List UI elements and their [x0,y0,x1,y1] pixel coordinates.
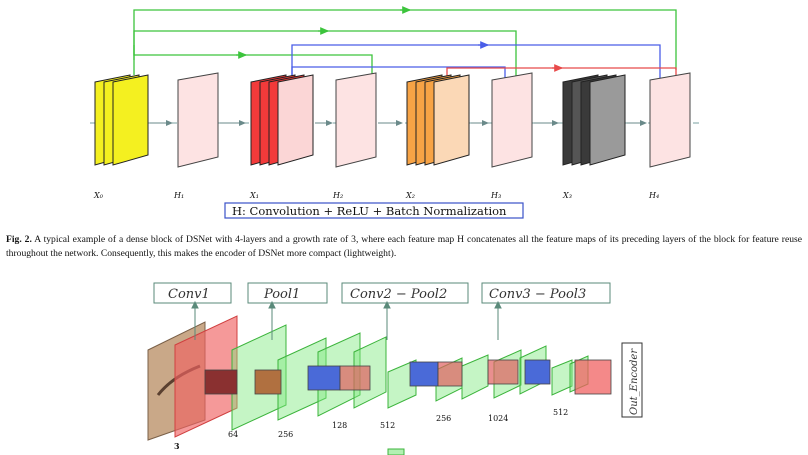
channel-512b: 512 [553,408,568,417]
pool1-box [247,282,328,304]
channel-64: 64 [228,430,238,439]
channel-256a: 256 [278,430,293,439]
label-h3: H₃ [490,191,501,200]
conv2-pool2-box [341,282,469,304]
label-h4: H₄ [648,191,659,200]
label-h2: H₂ [332,191,343,200]
skip-connections-red [446,64,677,95]
next-figure-fragment [387,448,405,455]
conv1-box [153,282,232,304]
feature-map-h3 [491,72,533,168]
caption-text: A typical example of a dense block of DS… [6,234,802,259]
label-x3: X₃ [562,191,572,200]
encoder-feature-bars [204,359,612,395]
conv3-pool3-box [481,282,611,304]
pool1-label: Pool1 [263,287,300,302]
conv1-label: Conv1 [168,287,210,302]
feature-map-h2 [335,72,377,168]
label-x1: X₁ [249,191,259,200]
feature-map-x2 [406,74,470,166]
conv2-pool2-label: Conv2 − Pool2 [350,287,447,302]
feature-map-h1 [177,72,219,168]
channel-256b: 256 [436,414,451,423]
feature-map-h4 [649,72,691,168]
caption-label: Fig. 2. [6,234,32,245]
feature-map-x1 [250,74,314,166]
skip-connections-green [133,6,677,100]
dense-block: X₀ H₁ X₁ H₂ X₂ H₃ X₃ H₄ H: Convolution +… [90,6,700,219]
legend-text: H: Convolution + ReLU + Batch Normalizat… [232,204,507,218]
output-encoder-box [621,342,643,418]
feature-map-x3 [562,74,626,166]
conv3-pool3-label: Conv3 − Pool3 [489,287,586,302]
feature-map-x0 [94,74,149,166]
label-h1: H₁ [173,191,184,200]
label-x2: X₂ [405,191,415,200]
channel-1024: 1024 [488,414,508,423]
channel-3: 3 [174,441,180,451]
channel-128: 128 [332,421,347,430]
encoder-up-arrows [191,300,502,340]
label-x0: X₀ [93,191,104,200]
figure-caption: Fig. 2. A typical example of a dense blo… [6,233,802,261]
output-encoder-label: Out_Encoder [629,348,640,415]
encoder-diagram: Out_Encoder Conv1 Pool1 Conv2 − Pool2 Co… [147,282,643,455]
channel-512a: 512 [380,421,395,430]
legend-box [224,202,524,219]
